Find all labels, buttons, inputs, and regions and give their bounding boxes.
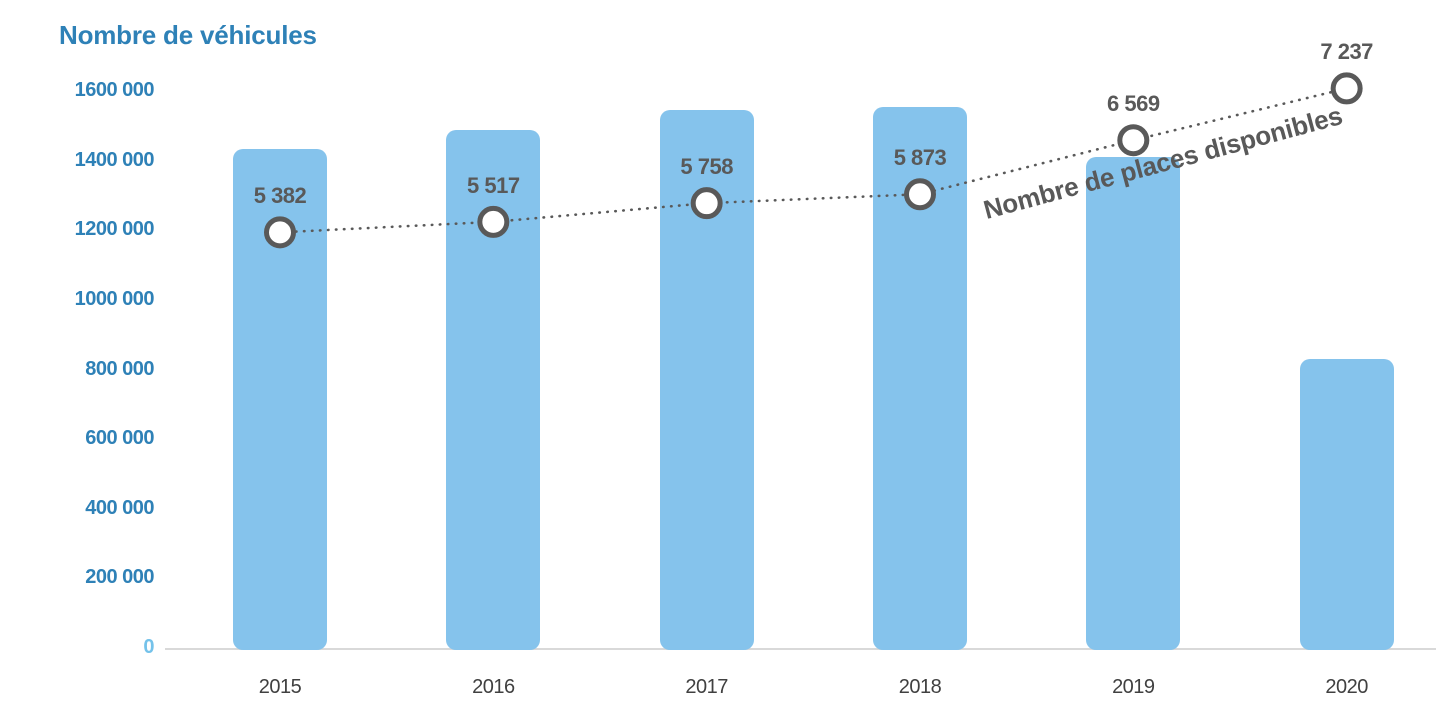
x-axis-label-2015: 2015 — [258, 676, 302, 698]
line-value-label: 5 382 — [253, 183, 307, 209]
line-value-label: 7 237 — [1320, 39, 1373, 65]
y-axis-tick-label: 1200 000 — [74, 218, 155, 241]
line-marker-2018 — [903, 178, 936, 211]
line-marker-2020 — [1330, 72, 1363, 105]
line-marker-2017 — [690, 187, 723, 220]
y-axis-tick-label: 200 000 — [85, 566, 154, 589]
x-axis-label-2020: 2020 — [1325, 676, 1368, 698]
line-value-label: 5 517 — [467, 172, 520, 198]
y-axis-tick-label: 1000 000 — [74, 287, 155, 310]
x-axis-label-2019: 2019 — [1112, 676, 1155, 698]
x-axis-label-2017: 2017 — [685, 676, 728, 698]
line-value-label: 5 873 — [893, 145, 947, 171]
y-axis-tick-label: 800 000 — [85, 357, 154, 380]
y-axis-tick-label: 600 000 — [85, 427, 154, 450]
y-axis-tick-label: 400 000 — [85, 496, 154, 519]
bar-2019 — [1086, 157, 1181, 650]
x-axis-label-2018: 2018 — [898, 676, 942, 698]
line-marker-2016 — [477, 205, 510, 238]
y-axis-tick-label: 0 — [143, 636, 154, 658]
line-marker-2015 — [264, 216, 296, 249]
bar-2020 — [1299, 359, 1394, 650]
line-value-label: 5 758 — [680, 154, 733, 180]
x-axis-label-2016: 2016 — [472, 676, 515, 698]
line-marker-2019 — [1117, 124, 1150, 157]
line-value-label: 6 569 — [1107, 91, 1160, 117]
chart-title: Nombre de véhicules — [59, 20, 317, 50]
x-axis-line — [165, 648, 1436, 650]
y-axis-tick-label: 1600 000 — [74, 79, 155, 101]
y-axis-tick-label: 1400 000 — [74, 148, 155, 171]
